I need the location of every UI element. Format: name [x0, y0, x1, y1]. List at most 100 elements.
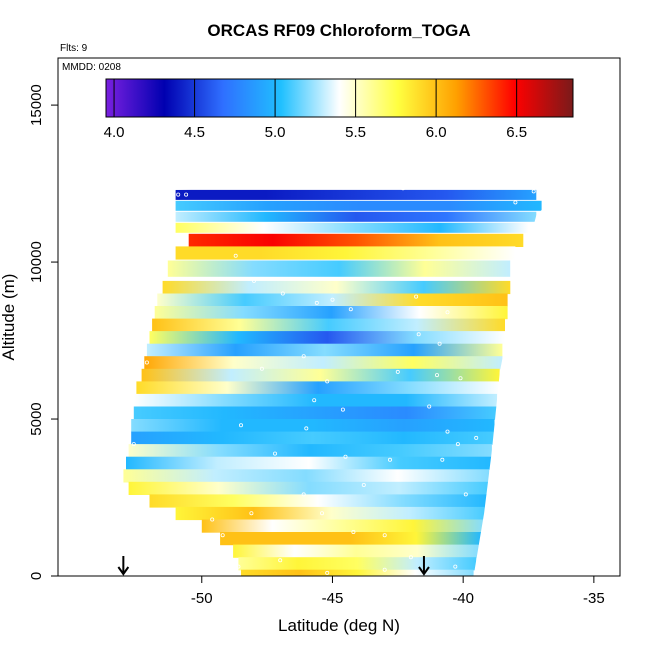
sample-point	[547, 175, 552, 180]
sample-point	[301, 354, 306, 359]
sample-point	[210, 517, 215, 522]
flights-note: Flts: 9	[60, 43, 88, 54]
sample-point	[416, 332, 421, 337]
sample-point	[330, 297, 335, 302]
sample-point	[414, 294, 419, 299]
x-tick-label: -40	[452, 590, 474, 607]
sample-point	[539, 175, 544, 180]
sample-point	[513, 200, 518, 205]
heatmap-band	[241, 569, 474, 576]
heatmap-band	[175, 200, 542, 211]
sample-point	[581, 175, 586, 180]
sample-point	[474, 435, 479, 440]
heatmap-band	[175, 222, 529, 233]
heatmap-band	[146, 343, 503, 357]
sample-point	[455, 442, 460, 447]
y-axis-label: Altitude (m)	[0, 274, 18, 361]
sample-point	[233, 253, 238, 258]
sample-point	[408, 555, 413, 560]
sample-point	[144, 360, 149, 365]
sample-point	[278, 558, 283, 563]
heatmap-band	[175, 189, 537, 200]
y-tick-label: 0	[28, 572, 45, 580]
sample-point	[238, 423, 243, 428]
heatmap-band	[167, 260, 511, 277]
heatmap-band	[123, 469, 490, 483]
flight-arrows	[117, 556, 430, 576]
heatmap-band	[126, 456, 492, 470]
sample-point	[184, 192, 189, 197]
sample-point	[176, 192, 181, 197]
colorbar-gradient	[105, 78, 574, 118]
heatmap-band	[188, 233, 524, 247]
y-tick-label: 15000	[28, 84, 45, 126]
x-tick-label: -35	[583, 590, 605, 607]
heatmap-band	[128, 481, 490, 495]
sample-point	[340, 407, 345, 412]
sample-point	[272, 451, 277, 456]
sample-point	[319, 511, 324, 516]
sample-point	[304, 426, 309, 431]
sample-point	[573, 175, 578, 180]
sample-point	[259, 366, 264, 371]
sample-point	[312, 398, 317, 403]
sample-point	[382, 533, 387, 538]
sample-point	[325, 570, 330, 575]
sample-point	[280, 291, 285, 296]
heatmap-band	[149, 494, 487, 508]
down-arrow-icon	[418, 556, 430, 576]
sample-point	[434, 373, 439, 378]
heatmap-band	[141, 368, 500, 382]
heatmap-band	[157, 293, 508, 307]
sample-point	[453, 564, 458, 569]
sample-point	[445, 310, 450, 315]
heatmap-band	[162, 280, 511, 295]
sample-point	[395, 369, 400, 374]
heatmap-band	[175, 246, 516, 260]
y-tick-label: 5000	[28, 402, 45, 435]
sample-point	[440, 457, 445, 462]
colorbar-tick-label: 6.0	[426, 124, 447, 141]
colorbar-tick-label: 5.5	[345, 124, 366, 141]
heatmap-band	[128, 444, 492, 458]
y-axis: 0 5000 10000 15000	[28, 84, 58, 580]
x-tick-label: -45	[322, 590, 344, 607]
sample-point	[387, 457, 392, 462]
heatmap-band	[201, 519, 485, 533]
sample-point	[351, 530, 356, 535]
sample-point	[400, 186, 405, 191]
sample-point	[555, 175, 560, 180]
down-arrow-icon	[117, 556, 130, 576]
sample-point	[348, 307, 353, 312]
colorbar-tick-label: 5.0	[265, 124, 286, 141]
colorbar-tick-label: 6.5	[506, 124, 527, 141]
date-note: MMDD: 0208	[62, 62, 121, 73]
sample-point	[301, 492, 306, 497]
heatmap-band	[233, 544, 479, 558]
heatmap-band	[175, 506, 487, 521]
heatmap-band	[220, 532, 482, 546]
sample-point	[314, 300, 319, 305]
sample-point	[343, 454, 348, 459]
colorbar-tick-label: 4.5	[184, 124, 205, 141]
sample-point	[361, 482, 366, 487]
heatmap-band	[149, 331, 505, 345]
heatmap-band	[154, 306, 508, 320]
sample-point	[249, 511, 254, 516]
sample-point	[236, 564, 241, 569]
sample-point	[458, 376, 463, 381]
sample-point	[445, 429, 450, 434]
heatmap-band	[131, 431, 495, 445]
sample-point	[565, 175, 570, 180]
colorbar-tick-label: 4.0	[104, 124, 125, 141]
x-axis: -50 -45 -40 -35	[191, 575, 605, 607]
sample-point	[131, 442, 136, 447]
heatmap-band	[133, 406, 498, 420]
heatmap-field	[123, 175, 586, 576]
heatmap-band	[131, 419, 495, 433]
heatmap-band	[136, 381, 500, 395]
heatmap-band	[175, 211, 537, 222]
heatmap-band	[238, 557, 477, 571]
sample-point	[377, 183, 382, 188]
